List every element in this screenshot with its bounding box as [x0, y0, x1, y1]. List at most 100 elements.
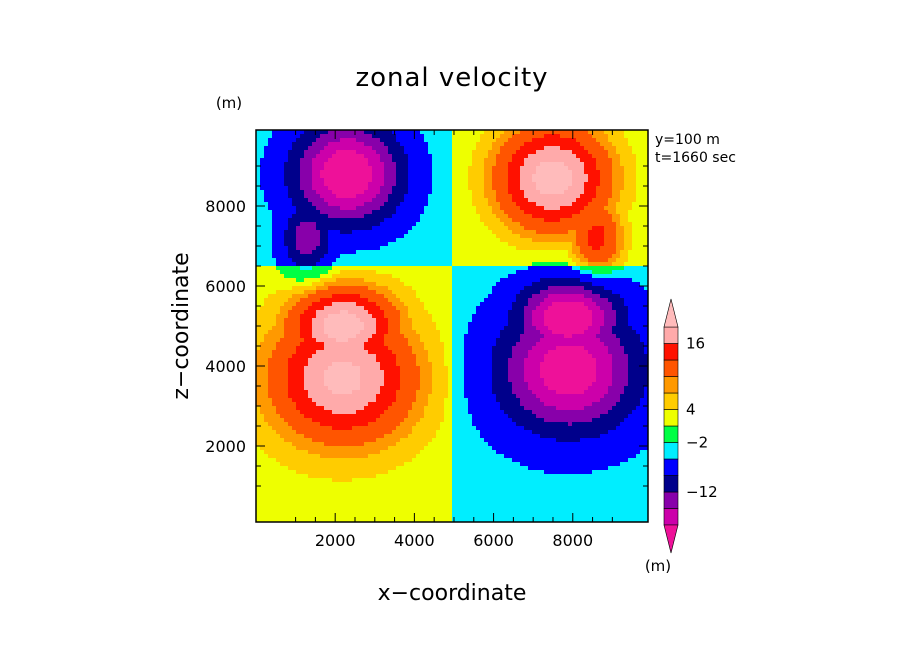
field-cell	[284, 166, 301, 171]
field-cell	[256, 190, 265, 195]
field-cell	[464, 342, 497, 347]
field-cell	[484, 130, 505, 135]
field-cell	[312, 354, 377, 359]
field-cell	[484, 166, 493, 171]
field-cell	[368, 310, 385, 315]
field-cell	[476, 206, 493, 211]
field-cell	[364, 326, 377, 331]
field-cell	[408, 174, 433, 179]
field-cell	[484, 186, 493, 191]
field-cell	[272, 254, 289, 259]
field-cell	[520, 402, 545, 407]
field-cell	[388, 198, 405, 203]
field-cell	[256, 482, 453, 487]
field-cell	[452, 206, 477, 211]
field-cell	[620, 194, 637, 199]
field-cell	[444, 342, 453, 347]
field-cell	[256, 510, 453, 515]
field-cell	[384, 434, 409, 439]
field-cell	[416, 422, 441, 427]
field-cell	[288, 378, 305, 383]
field-cell	[540, 338, 601, 343]
field-cell	[592, 382, 613, 387]
field-cell	[256, 210, 273, 215]
field-cell	[256, 234, 273, 239]
field-cell	[256, 238, 273, 243]
field-cell	[412, 458, 453, 463]
field-cell	[320, 174, 373, 179]
field-cell	[500, 134, 513, 139]
field-cell	[520, 222, 617, 227]
field-cell	[616, 258, 629, 263]
field-cell	[540, 278, 581, 283]
field-cell	[568, 422, 573, 427]
field-cell	[428, 394, 449, 399]
field-cell	[632, 226, 648, 231]
field-cell	[400, 310, 409, 315]
field-cell	[512, 350, 529, 355]
field-cell	[524, 374, 541, 379]
field-cell	[400, 278, 453, 283]
field-cell	[260, 346, 277, 351]
field-cell	[392, 290, 417, 295]
field-cell	[256, 202, 269, 207]
field-cell	[540, 370, 597, 375]
field-cell	[388, 322, 401, 327]
field-cell	[524, 406, 557, 411]
field-cell	[268, 370, 289, 375]
field-cell	[432, 382, 449, 387]
field-cell	[256, 494, 453, 499]
field-cell	[400, 298, 421, 303]
field-cell	[612, 370, 629, 375]
field-cell	[492, 166, 509, 171]
field-cell	[512, 218, 545, 223]
field-cell	[496, 282, 533, 287]
field-cell	[296, 430, 393, 435]
field-cell	[612, 378, 629, 383]
field-cell	[588, 306, 601, 311]
field-cell	[532, 174, 573, 179]
field-cell	[572, 258, 581, 263]
field-cell	[488, 154, 497, 159]
field-cell	[528, 154, 577, 159]
field-cell	[256, 162, 261, 167]
field-cell	[380, 414, 409, 419]
field-cell	[328, 334, 357, 339]
field-cell	[624, 266, 648, 271]
colorbar-swatch	[663, 376, 679, 394]
field-cell	[392, 350, 413, 355]
field-cell	[592, 154, 609, 159]
field-cell	[620, 190, 637, 195]
field-cell	[308, 294, 333, 299]
field-cell	[492, 354, 513, 359]
field-cell	[256, 394, 269, 399]
field-cell	[452, 326, 469, 331]
field-cell	[400, 314, 409, 319]
field-cell	[484, 178, 493, 183]
field-cell	[528, 386, 549, 391]
field-cell	[500, 334, 521, 339]
field-cell	[312, 418, 377, 423]
field-cell	[636, 154, 648, 159]
field-cell	[312, 250, 329, 255]
field-cell	[636, 330, 648, 335]
field-cell	[584, 206, 605, 211]
field-cell	[328, 314, 357, 319]
field-cell	[508, 174, 521, 179]
field-cell	[604, 146, 617, 151]
field-cell	[284, 170, 301, 175]
field-cell	[260, 446, 297, 451]
field-cell	[420, 450, 453, 455]
field-cell	[408, 154, 433, 159]
field-cell	[324, 442, 365, 447]
field-cell	[452, 446, 493, 451]
field-cell	[520, 338, 541, 343]
field-cell	[312, 202, 329, 207]
field-cell	[320, 194, 337, 199]
field-cell	[388, 150, 405, 155]
field-cell	[272, 250, 289, 255]
x-axis-label: x−coordinate	[378, 581, 527, 606]
field-cell	[332, 478, 353, 483]
field-cell	[256, 242, 273, 247]
field-cell	[296, 346, 325, 351]
